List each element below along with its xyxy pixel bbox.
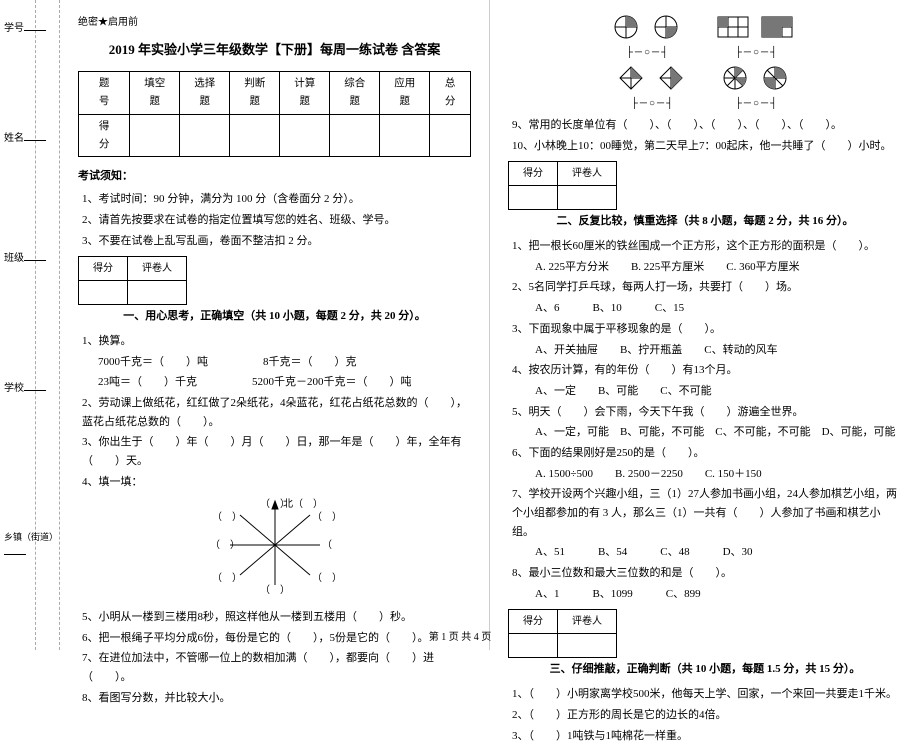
svg-text:北: 北	[283, 498, 293, 510]
q1-stem: 1、换算。	[82, 332, 471, 351]
td	[509, 186, 558, 210]
td	[128, 281, 187, 305]
svg-text:（ ）: （ ）	[210, 539, 240, 551]
s3q2: 2、（ ）正方形的周长是它的边长的4倍。	[512, 706, 902, 725]
s2q8: 8、最小三位数和最大三位数的和是（ ）。	[512, 564, 902, 583]
binding-label-school: 学校	[4, 380, 46, 397]
td: 评卷人	[558, 162, 617, 186]
fraction-row: ├─○─┤ ├─○─┤	[508, 65, 902, 112]
binding-label-name: 姓名	[4, 130, 46, 147]
td	[280, 114, 330, 157]
notice-item: 1、考试时间：90 分钟，满分为 100 分（含卷面分 2 分）。	[82, 190, 471, 209]
fraction-icons: ├─○─┤	[717, 14, 797, 61]
notice-item: 3、不要在试卷上乱写乱画，卷面不整洁扣 2 分。	[82, 232, 471, 251]
page-footer: 第 1 页 共 4 页	[0, 629, 920, 646]
td	[79, 281, 128, 305]
s2q4: 4、按农历计算，有的年份（ ）有13个月。	[512, 361, 902, 380]
svg-text:（ ）: （ ）	[322, 539, 340, 551]
compare-slot: ├─○─┤	[631, 95, 675, 112]
td	[230, 114, 280, 157]
s2q7-opts: A、51 B、54 C、48 D、30	[524, 543, 902, 562]
section3-title: 三、仔细推敲，正确判断（共 10 小题，每题 1.5 分，共 15 分）。	[508, 660, 902, 679]
q4: 4、填一填：	[82, 473, 471, 492]
compare-slot: ├─○─┤	[735, 95, 779, 112]
s2q3-opts: A、开关抽屉 B、拧开瓶盖 C、转动的风车	[524, 341, 902, 360]
th: 综合题	[330, 72, 380, 115]
q3: 3、你出生于（ ）年（ ）月（ ）日，那一年是（ ）年，全年有（ ）天。	[82, 433, 471, 470]
th: 应用题	[380, 72, 430, 115]
s2q6: 6、下面的结果刚好是250的是（ ）。	[512, 444, 902, 463]
compare-slot: ├─○─┤	[626, 44, 670, 61]
fraction-icons: ├─○─┤	[722, 65, 792, 112]
fraction-icons: ├─○─┤	[613, 14, 683, 61]
compass-diagram: （ ）北（ ） （ ）（ ） （ ）（ ） （ ）（ ） （ ）	[78, 495, 471, 602]
th: 选择题	[180, 72, 230, 115]
svg-text:（ ）: （ ）	[212, 572, 242, 584]
s2q2-opts: A、6 B、10 C、15	[524, 299, 902, 318]
paper-title: 2019 年实验小学三年级数学【下册】每周一练试卷 含答案	[78, 39, 471, 61]
q10: 10、小林晚上10：00睡觉，第二天早上7：00起床，他一共睡了（ ）小时。	[512, 137, 902, 156]
td	[430, 114, 471, 157]
q5: 5、小明从一楼到三楼用8秒，照这样他从一楼到五楼用（ ）秒。	[82, 608, 471, 627]
td: 得 分	[79, 114, 130, 157]
s2q6-opts: A. 1500÷500 B. 2500－2250 C. 150＋150	[524, 465, 902, 484]
td	[180, 114, 230, 157]
s3q1: 1、（ ）小明家离学校500米，他每天上学、回家，一个来回一共要走1千米。	[512, 685, 902, 704]
s2q1-opts: A. 225平方分米 B. 225平方厘米 C. 360平方厘米	[524, 258, 902, 277]
th: 判断题	[230, 72, 280, 115]
section1-title: 一、用心思考，正确填空（共 10 小题，每题 2 分，共 20 分）。	[78, 307, 471, 326]
th: 填空题	[130, 72, 180, 115]
td: 得分	[79, 257, 128, 281]
compare-slot: ├─○─┤	[735, 44, 779, 61]
q1-line: 7000千克＝（ ）吨 8千克＝（ ）克	[98, 353, 471, 372]
score-table: 题 号 填空题 选择题 判断题 计算题 综合题 应用题 总分 得 分	[78, 71, 471, 157]
svg-text:（ ）: （ ）	[312, 511, 340, 523]
secret-label: 绝密★启用前	[78, 14, 471, 31]
notice-item: 2、请首先按要求在试卷的指定位置填写您的姓名、班级、学号。	[82, 211, 471, 230]
q8: 8、看图写分数，并比较大小。	[82, 689, 471, 708]
svg-text:（ ）: （ ）	[293, 498, 323, 510]
svg-text:（ ）: （ ）	[212, 511, 242, 523]
section2-title: 二、反复比较，慎重选择（共 8 小题，每题 2 分，共 16 分）。	[508, 212, 902, 231]
marker-table: 得分评卷人	[78, 256, 187, 305]
th: 总分	[430, 72, 471, 115]
svg-text:（ ）: （ ）	[260, 584, 290, 595]
notice-heading: 考试须知：	[78, 167, 471, 186]
td	[330, 114, 380, 157]
binding-margin: 学号 姓名 班级 学校 乡镇（街道）	[0, 0, 60, 650]
svg-text:（ ）: （ ）	[312, 572, 340, 584]
q1-line: 23吨＝（ ）千克 5200千克－200千克＝（ ）吨	[98, 373, 471, 392]
binding-label-town: 乡镇（街道）	[4, 530, 59, 561]
td: 评卷人	[128, 257, 187, 281]
q2: 2、劳动课上做纸花，红红做了2朵纸花，4朵蓝花，红花占纸花总数的（ ），蓝花占纸…	[82, 394, 471, 431]
s2q1: 1、把一根长60厘米的铁丝围成一个正方形，这个正方形的面积是（ ）。	[512, 237, 902, 256]
s2q2: 2、5名同学打乒乓球，每两人打一场，共要打（ ）场。	[512, 278, 902, 297]
th: 题 号	[79, 72, 130, 115]
binding-label-class: 班级	[4, 250, 46, 267]
s2q7: 7、学校开设两个兴趣小组，三（1）27人参加书画小组，24人参加棋艺小组，两个小…	[512, 485, 902, 541]
s3q3: 3、（ ）1吨铁与1吨棉花一样重。	[512, 727, 902, 745]
td	[558, 186, 617, 210]
s2q4-opts: A、一定 B、可能 C、不可能	[524, 382, 902, 401]
td	[130, 114, 180, 157]
q7: 7、在进位加法中，不管哪一位上的数相加满（ ），都要向（ ）进（ ）。	[82, 649, 471, 686]
fraction-icons: ├─○─┤	[618, 65, 688, 112]
s2q5-opts: A、一定，可能 B、可能，不可能 C、不可能，不可能 D、可能，可能	[524, 423, 902, 442]
q9: 9、常用的长度单位有（ ）、（ ）、（ ）、（ ）、（ ）。	[512, 116, 902, 135]
s2q5: 5、明天（ ）会下雨，今天下午我（ ）游遍全世界。	[512, 403, 902, 422]
td	[380, 114, 430, 157]
th: 计算题	[280, 72, 330, 115]
td: 得分	[509, 162, 558, 186]
s2q3: 3、下面现象中属于平移现象的是（ ）。	[512, 320, 902, 339]
fraction-row: ├─○─┤ ├─○─┤	[508, 14, 902, 61]
marker-table: 得分评卷人	[508, 161, 617, 210]
left-column: 绝密★启用前 2019 年实验小学三年级数学【下册】每周一练试卷 含答案 题 号…	[60, 0, 490, 650]
s2q8-opts: A、1 B、1099 C、899	[524, 585, 902, 604]
binding-label-id: 学号	[4, 20, 46, 37]
right-column: ├─○─┤ ├─○─┤ ├─○─┤ ├─○─┤	[490, 0, 920, 650]
